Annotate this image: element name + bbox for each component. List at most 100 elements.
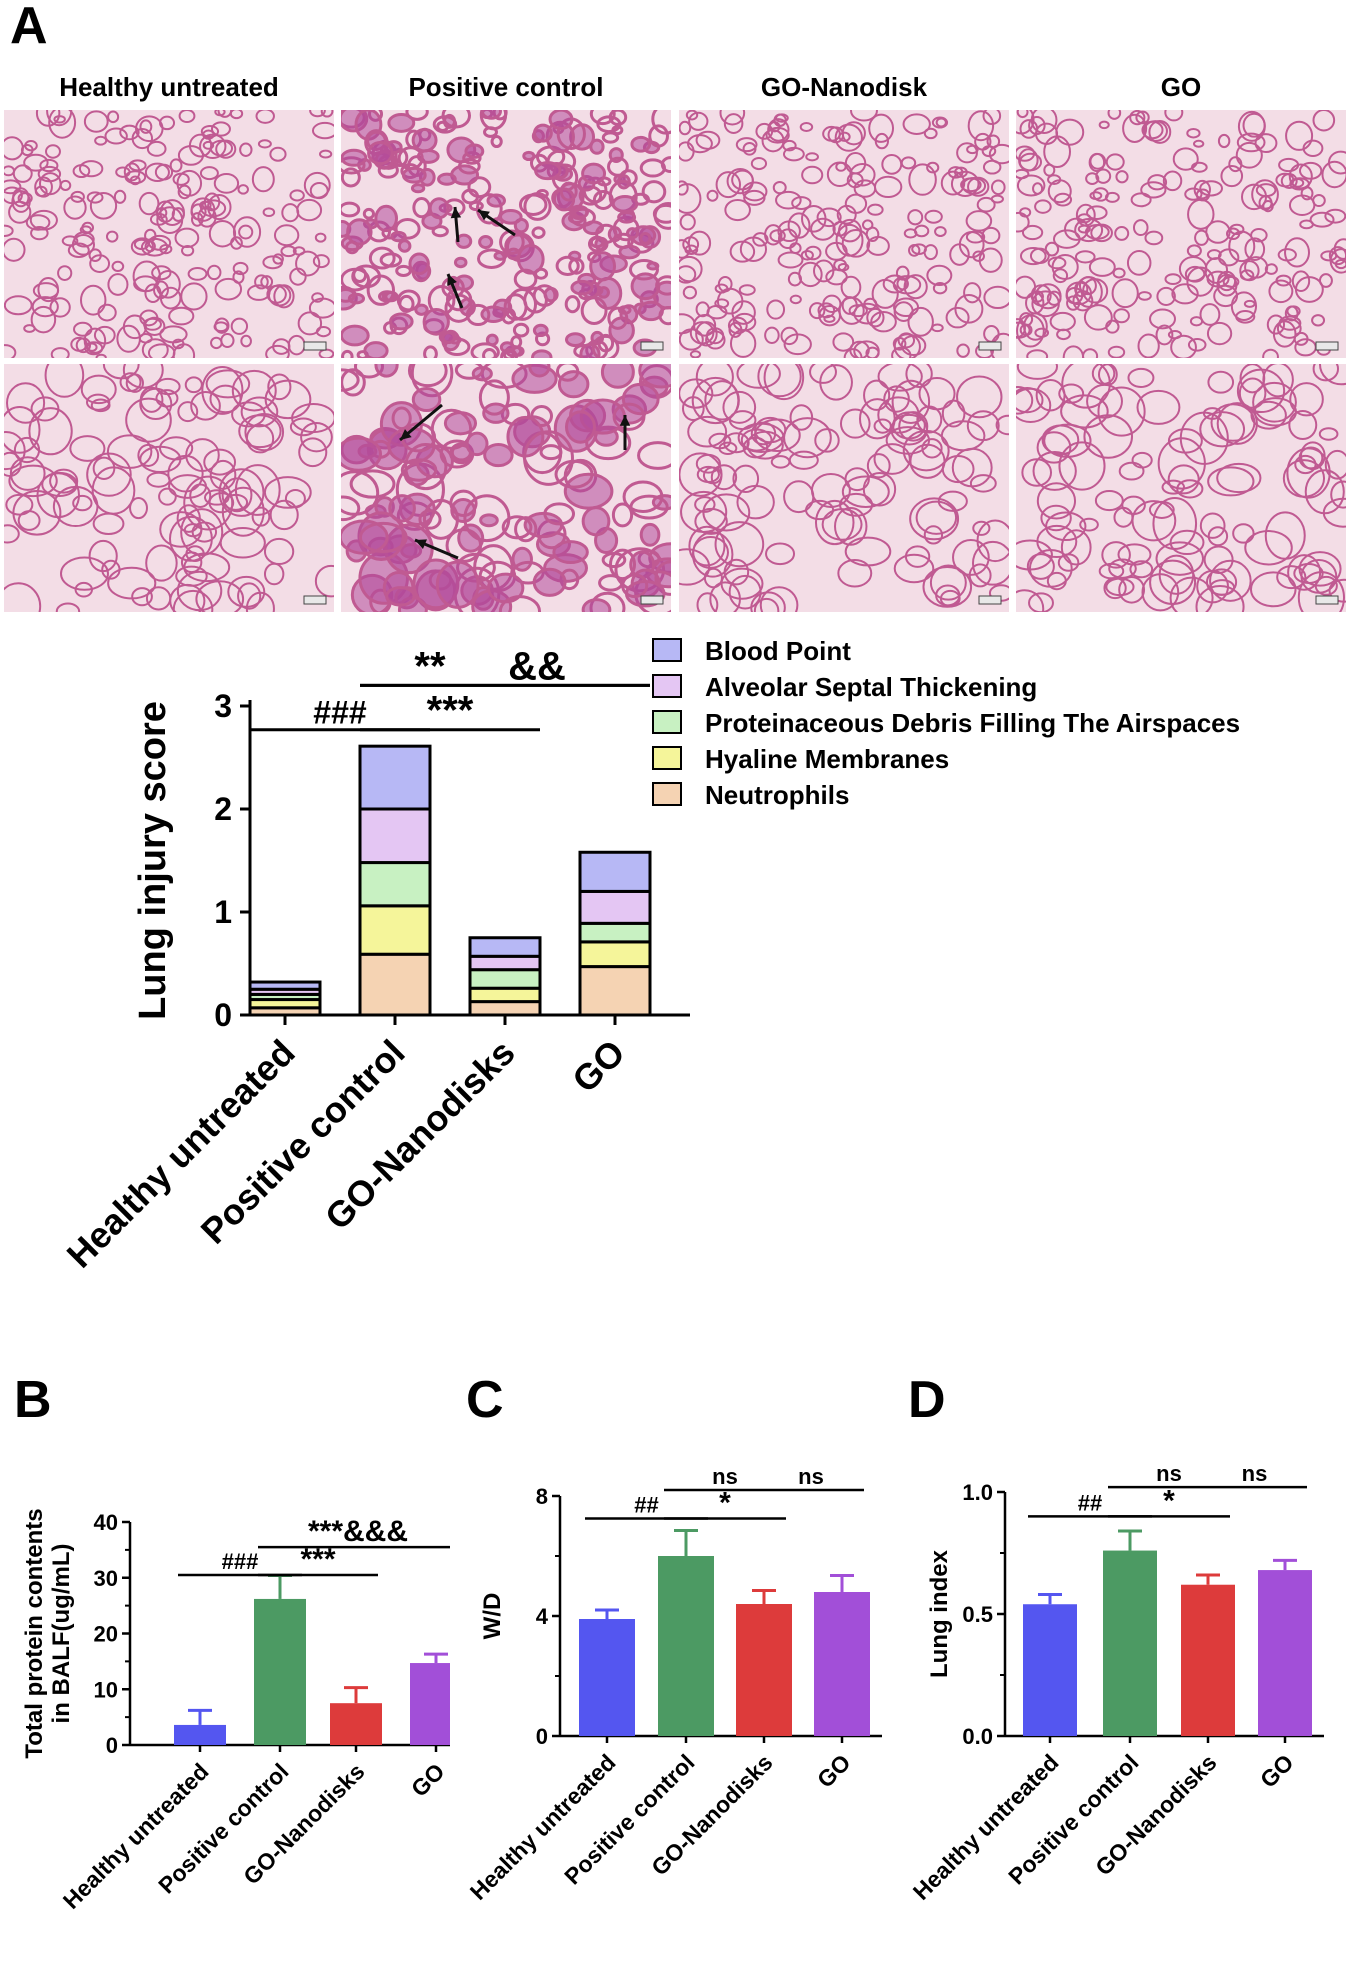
alveolus: [516, 243, 545, 275]
alveolus: [1092, 187, 1109, 202]
bar-segment: [468, 936, 542, 958]
alveolus: [185, 438, 220, 472]
alveolus: [486, 193, 506, 208]
alveolus: [534, 161, 562, 181]
alveolus: [766, 299, 786, 320]
alveolus: [422, 308, 450, 336]
alveolus: [1232, 523, 1255, 544]
alveolus: [863, 379, 891, 411]
y-tick-label: 8: [536, 1484, 548, 1509]
alveolus: [137, 443, 160, 467]
alveolus: [311, 292, 324, 303]
alveolus: [251, 166, 275, 193]
alveolus: [1113, 308, 1130, 324]
alveolus: [1061, 364, 1111, 409]
alveolus: [903, 228, 918, 239]
bar: [330, 1703, 382, 1745]
alveolus: [1244, 530, 1293, 566]
alveolus: [141, 338, 169, 358]
alveolus: [1286, 447, 1331, 499]
alveolus: [630, 272, 661, 301]
alveolus: [1324, 449, 1346, 480]
alveolus: [844, 193, 868, 214]
alveolus: [580, 296, 608, 325]
legend-swatch: [652, 710, 682, 734]
alveolus: [362, 207, 375, 220]
alveolus: [168, 474, 208, 499]
alveolus: [1129, 110, 1146, 126]
alveolus: [1311, 314, 1326, 327]
alveolus: [870, 311, 897, 333]
alveolus: [768, 121, 781, 133]
alveolus: [559, 181, 578, 202]
bar-segment: [468, 968, 542, 990]
alveolus: [764, 326, 780, 345]
alveolus: [837, 218, 862, 243]
alveolus: [189, 483, 212, 509]
alveolus: [563, 472, 614, 510]
alveolus: [679, 120, 692, 136]
alveolus: [1094, 490, 1124, 512]
alveolus: [853, 340, 880, 358]
alveolus: [122, 364, 164, 389]
alveolus: [956, 375, 1003, 419]
alveolus: [800, 249, 814, 261]
alveolus: [1209, 559, 1252, 602]
alveolus: [924, 209, 943, 224]
bar-segment: [578, 965, 652, 1017]
alveolus: [1118, 575, 1146, 604]
y-axis-title: W/D: [479, 1593, 506, 1640]
alveolus: [203, 448, 237, 476]
alveolus: [617, 210, 637, 224]
alveolus: [945, 306, 970, 329]
alveolus: [1137, 333, 1160, 358]
alveolus: [92, 512, 125, 535]
alveolus: [569, 207, 596, 227]
alveolus: [922, 566, 973, 608]
y-tick-label: 1.0: [962, 1480, 993, 1505]
alveolus: [1016, 364, 1059, 380]
micrograph-label-go: GO: [1160, 72, 1202, 102]
alveolus: [183, 523, 203, 538]
alveolus: [97, 303, 117, 322]
alveolus: [686, 134, 713, 154]
alveolus: [1130, 192, 1152, 208]
alveolus: [555, 364, 580, 382]
x-tick-label: GO: [812, 1749, 856, 1793]
alveolus: [374, 364, 399, 378]
alveolus: [1026, 553, 1055, 580]
alveolus: [714, 521, 765, 568]
alveolus: [738, 284, 756, 296]
legend-label: Proteinaceous Debris Filling The Airspac…: [705, 708, 1240, 738]
bar-segment: [358, 904, 432, 956]
alveolus: [926, 264, 953, 286]
alveolus: [555, 255, 580, 276]
alveolus: [891, 346, 912, 358]
alveolus: [341, 368, 360, 392]
alveolus: [742, 142, 757, 156]
alveolus: [1284, 237, 1310, 268]
alveolus: [341, 519, 389, 555]
x-tick-label: Healthy untreated: [908, 1749, 1064, 1905]
alveolus: [1082, 348, 1099, 358]
alveolus: [88, 539, 118, 573]
alveolus: [12, 164, 33, 183]
alveolus: [902, 113, 931, 135]
alveolus: [320, 110, 334, 118]
alveolus: [130, 237, 154, 256]
alveolus: [983, 285, 1009, 310]
alveolus: [788, 450, 819, 470]
alveolus: [706, 189, 719, 202]
alveolus: [245, 591, 275, 612]
alveolus: [296, 198, 323, 222]
alveolus: [159, 199, 185, 226]
alveolus: [1169, 576, 1214, 612]
alveolus: [1179, 411, 1229, 465]
alveolus: [400, 458, 438, 482]
y-tick-label: 30: [94, 1566, 118, 1591]
alveolus: [981, 145, 997, 158]
alveolus: [1192, 139, 1205, 148]
alveolus: [882, 274, 907, 294]
alveolus: [1199, 411, 1246, 448]
